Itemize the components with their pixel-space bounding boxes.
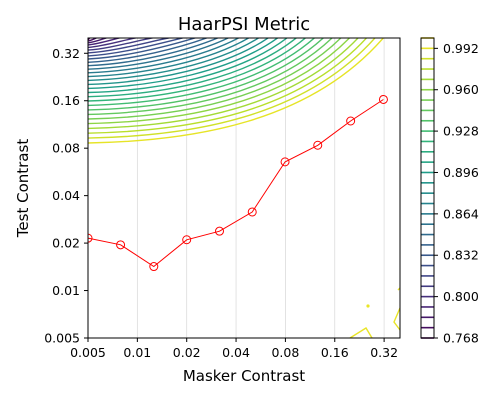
contour-fragment-4 bbox=[366, 304, 370, 308]
contour-line-1 bbox=[88, 38, 98, 42]
contour-line-17 bbox=[88, 38, 288, 94]
contour-line-25 bbox=[88, 38, 359, 130]
y-tick-label-5: 0.16 bbox=[52, 93, 80, 108]
data-point-0 bbox=[88, 233, 93, 243]
y-tick-label-4: 0.08 bbox=[52, 141, 80, 156]
colorbar-frame bbox=[420, 37, 435, 339]
contour-fragment-1 bbox=[349, 327, 373, 338]
colorbar-tick-label-1: 0.800 bbox=[443, 289, 479, 304]
plot-frame bbox=[87, 37, 401, 339]
contour-line-18 bbox=[88, 38, 298, 98]
colorbar-tick-label-2: 0.832 bbox=[443, 248, 479, 263]
contour-line-11 bbox=[88, 38, 230, 70]
chart-title: HaarPSI Metric bbox=[178, 14, 310, 35]
y-axis-ticks: 0.005 0.01 0.02 0.04 0.08 0.16 0.32 bbox=[44, 46, 88, 346]
y-tick-label-0: 0.005 bbox=[44, 331, 80, 346]
contour-line-21 bbox=[88, 38, 325, 111]
data-point-3 bbox=[182, 235, 192, 245]
contour-line-27 bbox=[88, 38, 376, 139]
colorbar-tick-label-6: 0.960 bbox=[443, 82, 479, 97]
contour-line-22 bbox=[88, 38, 333, 116]
x-tick-label-4: 0.08 bbox=[271, 345, 299, 360]
colorbar-tick-label-4: 0.896 bbox=[443, 165, 479, 180]
contour-line-4 bbox=[88, 38, 139, 49]
colorbar-levels bbox=[421, 37, 434, 339]
x-axis-ticks: 0.005 0.01 0.02 0.04 0.08 0.16 0.32 bbox=[70, 338, 398, 360]
data-point-8 bbox=[346, 116, 356, 126]
colorbar-ticks: 0.768 0.800 0.832 0.864 0.896 0.928 0.960 0.992 bbox=[434, 41, 479, 346]
contour-line-5 bbox=[88, 38, 157, 51]
contour-line-12 bbox=[88, 38, 240, 74]
colorbar-tick-label-3: 0.864 bbox=[443, 206, 479, 221]
data-point-4 bbox=[214, 226, 224, 236]
x-axis-label: Masker Contrast bbox=[183, 367, 305, 385]
y-tick-label-1: 0.01 bbox=[52, 283, 80, 298]
contour-line-10 bbox=[88, 38, 220, 67]
contour-line-26 bbox=[88, 38, 368, 134]
data-point-7 bbox=[313, 140, 323, 150]
contour-line-23 bbox=[88, 38, 342, 120]
contour-fragment-2 bbox=[393, 307, 400, 331]
series-layer bbox=[88, 94, 388, 272]
contour-line-2 bbox=[88, 38, 109, 44]
x-tick-label-6: 0.32 bbox=[370, 345, 398, 360]
data-point-2 bbox=[149, 262, 159, 272]
contour-line-6 bbox=[88, 38, 172, 54]
x-tick-label-0: 0.005 bbox=[70, 345, 106, 360]
contour-line-13 bbox=[88, 38, 250, 78]
contour-line-15 bbox=[88, 38, 270, 86]
colorbar-tick-label-0: 0.768 bbox=[443, 331, 479, 346]
contour-line-24 bbox=[88, 38, 351, 125]
x-tick-label-5: 0.16 bbox=[321, 345, 349, 360]
x-tick-label-3: 0.04 bbox=[222, 345, 250, 360]
series-line-0 bbox=[88, 99, 384, 268]
y-axis-label: Test Contrast bbox=[14, 139, 32, 239]
contour-line-19 bbox=[88, 38, 307, 102]
data-point-1 bbox=[116, 240, 126, 250]
contour-line-0 bbox=[88, 38, 91, 41]
data-point-9 bbox=[378, 94, 388, 104]
contour-line-14 bbox=[88, 38, 260, 82]
contour-line-9 bbox=[88, 38, 209, 63]
colorbar-tick-label-5: 0.928 bbox=[443, 124, 479, 139]
contour-line-20 bbox=[88, 38, 316, 107]
data-point-5 bbox=[247, 207, 257, 217]
x-tick-label-2: 0.02 bbox=[173, 345, 201, 360]
plot-area: 0.005 0.01 0.02 0.04 0.08 0.16 0.32 0.0050.010… bbox=[44, 37, 401, 360]
contour-line-28 bbox=[88, 38, 385, 144]
colorbar-tick-label-7: 0.992 bbox=[443, 41, 479, 56]
contour-layer bbox=[88, 38, 400, 338]
data-point-6 bbox=[280, 157, 290, 167]
colorbar: 0.768 0.800 0.832 0.864 0.896 0.928 0.960 0.992 bbox=[420, 37, 479, 346]
y-tick-label-3: 0.04 bbox=[52, 188, 80, 203]
y-tick-label-2: 0.02 bbox=[52, 236, 80, 251]
x-tick-label-1: 0.01 bbox=[123, 345, 151, 360]
y-tick-label-6: 0.32 bbox=[52, 46, 80, 61]
contour-line-8 bbox=[88, 38, 198, 60]
contour-line-16 bbox=[88, 38, 279, 90]
